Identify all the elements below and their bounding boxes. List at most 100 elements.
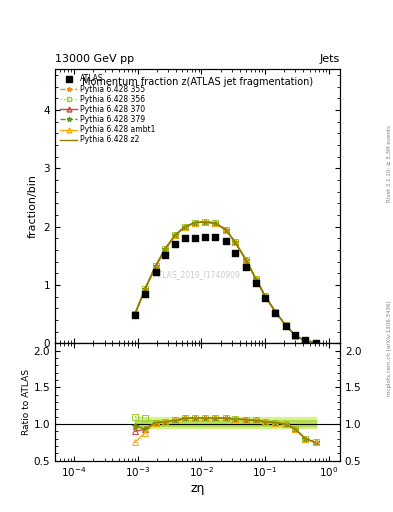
- Pythia 6.428 356: [223, 226, 228, 232]
- Pythia 6.428 ambt1: [132, 311, 137, 317]
- Pythia 6.428 ambt1: [263, 293, 268, 299]
- Pythia 6.428 379: [293, 333, 298, 339]
- Pythia 6.428 356: [213, 220, 218, 226]
- Line: Pythia 6.428 356: Pythia 6.428 356: [132, 219, 318, 346]
- Pythia 6.428 355: [313, 340, 318, 346]
- Pythia 6.428 370: [263, 293, 268, 299]
- Line: Pythia 6.428 355: Pythia 6.428 355: [132, 219, 319, 346]
- Text: mcplots.cern.ch [arXiv:1306.3436]: mcplots.cern.ch [arXiv:1306.3436]: [387, 301, 392, 396]
- Pythia 6.428 379: [173, 232, 178, 238]
- Pythia 6.428 379: [213, 220, 218, 226]
- Pythia 6.428 355: [132, 311, 137, 317]
- Text: 13000 GeV pp: 13000 GeV pp: [55, 54, 134, 64]
- Pythia 6.428 z2: [183, 224, 188, 230]
- Pythia 6.428 356: [203, 219, 208, 225]
- Pythia 6.428 379: [273, 309, 278, 315]
- Pythia 6.428 370: [233, 239, 238, 245]
- Pythia 6.428 370: [132, 311, 137, 317]
- Pythia 6.428 356: [263, 293, 268, 299]
- Pythia 6.428 355: [213, 220, 218, 226]
- Pythia 6.428 356: [293, 333, 298, 339]
- Pythia 6.428 355: [273, 309, 278, 315]
- Pythia 6.428 370: [183, 224, 188, 230]
- Pythia 6.428 z2: [223, 226, 228, 232]
- Pythia 6.428 z2: [293, 333, 298, 339]
- Pythia 6.428 ambt1: [313, 340, 318, 346]
- Pythia 6.428 379: [283, 322, 288, 328]
- Pythia 6.428 370: [223, 226, 228, 232]
- Pythia 6.428 379: [153, 263, 158, 269]
- Pythia 6.428 z2: [244, 257, 248, 263]
- Pythia 6.428 370: [153, 263, 158, 269]
- Pythia 6.428 370: [213, 220, 218, 226]
- Text: ATLAS_2019_I1740909: ATLAS_2019_I1740909: [154, 270, 241, 279]
- Pythia 6.428 370: [253, 275, 258, 282]
- ATLAS: [132, 311, 138, 319]
- ATLAS: [192, 233, 198, 242]
- ATLAS: [152, 267, 159, 275]
- Pythia 6.428 z2: [233, 239, 238, 245]
- Pythia 6.428 355: [203, 219, 208, 225]
- Line: Pythia 6.428 370: Pythia 6.428 370: [132, 219, 318, 346]
- ATLAS: [182, 234, 189, 242]
- Pythia 6.428 356: [193, 220, 198, 226]
- Pythia 6.428 ambt1: [233, 239, 238, 245]
- Pythia 6.428 z2: [213, 220, 218, 226]
- Pythia 6.428 370: [163, 246, 168, 252]
- ATLAS: [162, 251, 169, 259]
- Line: Pythia 6.428 ambt1: Pythia 6.428 ambt1: [132, 219, 318, 346]
- Pythia 6.428 z2: [303, 338, 308, 344]
- Pythia 6.428 ambt1: [203, 219, 208, 225]
- Pythia 6.428 356: [253, 275, 258, 282]
- Pythia 6.428 379: [132, 311, 137, 317]
- Pythia 6.428 ambt1: [303, 338, 308, 344]
- Pythia 6.428 355: [173, 232, 178, 238]
- ATLAS: [292, 331, 299, 339]
- Text: Rivet 3.1.10; ≥ 3.3M events: Rivet 3.1.10; ≥ 3.3M events: [387, 125, 392, 202]
- Pythia 6.428 ambt1: [293, 333, 298, 339]
- Pythia 6.428 ambt1: [283, 322, 288, 328]
- Pythia 6.428 379: [183, 224, 188, 230]
- Pythia 6.428 ambt1: [244, 257, 248, 263]
- Line: Pythia 6.428 z2: Pythia 6.428 z2: [135, 222, 316, 343]
- Pythia 6.428 379: [143, 286, 147, 292]
- Pythia 6.428 z2: [132, 311, 137, 317]
- ATLAS: [212, 233, 219, 241]
- ATLAS: [252, 279, 259, 287]
- Pythia 6.428 355: [233, 239, 238, 245]
- Line: Pythia 6.428 379: Pythia 6.428 379: [132, 219, 319, 346]
- Pythia 6.428 370: [273, 309, 278, 315]
- Pythia 6.428 370: [203, 219, 208, 225]
- Pythia 6.428 356: [283, 322, 288, 328]
- Pythia 6.428 379: [253, 275, 258, 282]
- Pythia 6.428 z2: [283, 322, 288, 328]
- ATLAS: [302, 336, 309, 345]
- Text: Momentum fraction z(ATLAS jet fragmentation): Momentum fraction z(ATLAS jet fragmentat…: [82, 77, 313, 88]
- Pythia 6.428 355: [244, 257, 248, 263]
- Pythia 6.428 379: [303, 338, 308, 344]
- Pythia 6.428 356: [233, 239, 238, 245]
- Pythia 6.428 356: [244, 257, 248, 263]
- Pythia 6.428 379: [244, 257, 248, 263]
- Y-axis label: Ratio to ATLAS: Ratio to ATLAS: [22, 369, 31, 435]
- ATLAS: [202, 232, 208, 241]
- Pythia 6.428 ambt1: [173, 232, 178, 238]
- Pythia 6.428 379: [223, 226, 228, 232]
- Pythia 6.428 356: [313, 340, 318, 346]
- Pythia 6.428 ambt1: [193, 220, 198, 226]
- Pythia 6.428 ambt1: [253, 275, 258, 282]
- Pythia 6.428 ambt1: [163, 246, 168, 252]
- Pythia 6.428 355: [263, 293, 268, 299]
- Pythia 6.428 356: [303, 338, 308, 344]
- Pythia 6.428 356: [173, 232, 178, 238]
- Pythia 6.428 ambt1: [183, 224, 188, 230]
- Pythia 6.428 356: [273, 309, 278, 315]
- Pythia 6.428 370: [193, 220, 198, 226]
- Pythia 6.428 370: [313, 340, 318, 346]
- X-axis label: zη: zη: [190, 482, 205, 495]
- ATLAS: [232, 249, 239, 257]
- Pythia 6.428 z2: [143, 286, 147, 292]
- Text: Jets: Jets: [320, 54, 340, 64]
- ATLAS: [312, 338, 319, 347]
- Pythia 6.428 379: [203, 219, 208, 225]
